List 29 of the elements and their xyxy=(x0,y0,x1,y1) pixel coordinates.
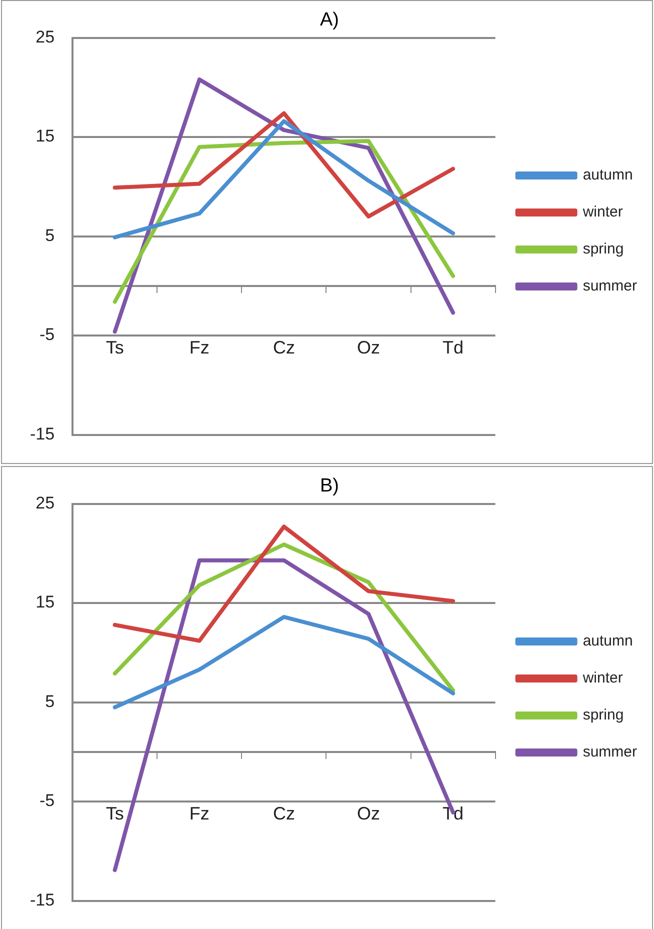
legend-label: autumn xyxy=(582,632,633,650)
x-tick-label: Ts xyxy=(106,804,124,824)
x-tick-label: Oz xyxy=(356,804,380,824)
legend-label: spring xyxy=(582,706,624,724)
x-tick-label: Cz xyxy=(272,804,295,824)
legend-label: winter xyxy=(582,204,623,221)
x-tick-label: Fz xyxy=(189,338,210,358)
legend-label: autumn xyxy=(582,166,633,184)
y-tick-label: 15 xyxy=(36,126,55,146)
x-tick-label: Oz xyxy=(356,338,380,358)
legend-label: winter xyxy=(582,670,623,687)
x-tick-label: Td xyxy=(442,338,464,358)
y-tick-label: -5 xyxy=(39,791,55,810)
y-tick-label: 5 xyxy=(45,692,55,711)
y-tick-label: 15 xyxy=(36,592,55,612)
y-tick-label: -15 xyxy=(30,424,55,444)
y-tick-label: -15 xyxy=(30,890,55,910)
x-tick-label: Cz xyxy=(272,338,295,358)
x-tick-label: Fz xyxy=(189,804,210,824)
legend-label: summer xyxy=(582,744,638,761)
legend-label: summer xyxy=(582,278,638,295)
y-tick-label: 25 xyxy=(36,27,55,46)
x-tick-label: Ts xyxy=(106,338,124,358)
chart-title: B) xyxy=(320,476,339,497)
chart-title: A) xyxy=(320,10,339,31)
legend-label: spring xyxy=(582,240,624,258)
y-tick-label: 25 xyxy=(36,493,55,512)
y-tick-label: -5 xyxy=(39,325,55,344)
y-tick-label: 5 xyxy=(45,226,55,245)
